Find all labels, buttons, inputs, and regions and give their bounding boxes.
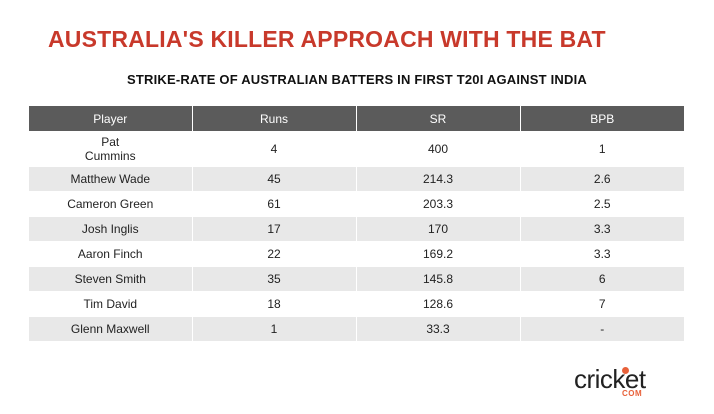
cell-text: Pat Cummins <box>84 135 136 163</box>
cell-runs: 22 <box>191 241 356 267</box>
table-header-row: Player Runs SR BPB <box>29 106 684 132</box>
cell-text: 18 <box>267 297 281 311</box>
cell-sr: 203.3 <box>355 191 520 217</box>
cell-runs: 17 <box>191 216 356 242</box>
cell-text: 61 <box>267 197 281 211</box>
cell-sr: 128.6 <box>355 291 520 317</box>
cell-sr: 400 <box>355 131 520 167</box>
cell-runs: 18 <box>191 291 356 317</box>
table-row: Cameron Green 61 203.3 2.5 <box>29 191 684 217</box>
cell-text: 214.3 <box>422 172 454 186</box>
cell-text: 45 <box>267 172 281 186</box>
cell-bpb: 1 <box>519 131 684 167</box>
cell-text: 2.6 <box>593 172 611 186</box>
cell-text: 33.3 <box>426 322 450 336</box>
table-row: Matthew Wade 45 214.3 2.6 <box>29 166 684 192</box>
cell-sr: 214.3 <box>355 166 520 192</box>
cell-text: 170 <box>427 222 449 236</box>
column-header-sr: SR <box>355 106 520 132</box>
table-row: Glenn Maxwell 1 33.3 - <box>29 316 684 341</box>
cell-text: 1 <box>598 142 606 156</box>
logo-wordmark: cricket <box>574 364 646 394</box>
cell-text: 1 <box>270 322 278 336</box>
page-title: AUSTRALIA'S KILLER APPROACH WITH THE BAT <box>48 26 606 52</box>
cell-runs: 1 <box>191 316 356 341</box>
cell-sr: 145.8 <box>355 266 520 292</box>
cell-bpb: - <box>519 316 684 341</box>
cell-bpb: 2.6 <box>519 166 684 192</box>
cell-player: Tim David <box>29 291 192 317</box>
table-row: Aaron Finch 22 169.2 3.3 <box>29 241 684 267</box>
column-header-bpb: BPB <box>519 106 684 132</box>
cell-player: Steven Smith <box>29 266 192 292</box>
cell-text: Glenn Maxwell <box>70 322 150 336</box>
table-subtitle: STRIKE-RATE OF AUSTRALIAN BATTERS IN FIR… <box>127 72 587 87</box>
cell-text: 17 <box>267 222 281 236</box>
cell-text: 3.3 <box>593 222 611 236</box>
column-header-player: Player <box>29 106 192 132</box>
cell-text: Josh Inglis <box>81 222 139 236</box>
cell-player: Matthew Wade <box>29 166 192 192</box>
table-row: Pat Cummins 4 400 1 <box>29 131 684 167</box>
cell-text: 2.5 <box>593 197 611 211</box>
cell-player: Glenn Maxwell <box>29 316 192 341</box>
cell-runs: 45 <box>191 166 356 192</box>
table-body: Pat Cummins 4 400 1 Matthew Wade 45 214.3 2.6 Cam… <box>29 131 684 341</box>
cell-text: 128.6 <box>422 297 454 311</box>
cell-runs: 4 <box>191 131 356 167</box>
cell-bpb: 6 <box>519 266 684 292</box>
cell-text: 6 <box>598 272 606 286</box>
cell-text: 203.3 <box>422 197 454 211</box>
logo-dot-icon <box>622 367 629 374</box>
cell-text: 35 <box>267 272 281 286</box>
cell-text: 3.3 <box>593 247 611 261</box>
cell-text: Steven Smith <box>74 272 146 286</box>
cell-bpb: 2.5 <box>519 191 684 217</box>
cell-text: 7 <box>598 297 606 311</box>
cell-sr: 169.2 <box>355 241 520 267</box>
cell-player: Pat Cummins <box>29 131 192 167</box>
cell-text: 145.8 <box>422 272 454 286</box>
cell-text: Cameron Green <box>67 197 154 211</box>
table-row: Josh Inglis 17 170 3.3 <box>29 216 684 242</box>
cell-runs: 61 <box>191 191 356 217</box>
cell-player: Cameron Green <box>29 191 192 217</box>
cell-runs: 35 <box>191 266 356 292</box>
cell-text: 169.2 <box>422 247 454 261</box>
cell-player: Josh Inglis <box>29 216 192 242</box>
cell-sr: 170 <box>355 216 520 242</box>
cell-player: Aaron Finch <box>29 241 192 267</box>
cell-sr: 33.3 <box>355 316 520 341</box>
strike-rate-table: Player Runs SR BPB Pat Cummins 4 400 1 Matthe… <box>29 106 684 341</box>
cell-text: 4 <box>270 142 278 156</box>
cell-text: 22 <box>267 247 281 261</box>
cell-text: 400 <box>427 142 449 156</box>
table-row: Steven Smith 35 145.8 6 <box>29 266 684 292</box>
cell-text: - <box>600 322 605 336</box>
cricket-com-logo: cricket COM <box>574 364 686 400</box>
column-header-runs: Runs <box>191 106 356 132</box>
cell-bpb: 3.3 <box>519 216 684 242</box>
logo-suffix: COM <box>622 389 643 398</box>
cell-text: Aaron Finch <box>77 247 143 261</box>
table-row: Tim David 18 128.6 7 <box>29 291 684 317</box>
cell-bpb: 3.3 <box>519 241 684 267</box>
cell-text: Matthew Wade <box>70 172 151 186</box>
cell-text: Tim David <box>83 297 138 311</box>
cell-bpb: 7 <box>519 291 684 317</box>
